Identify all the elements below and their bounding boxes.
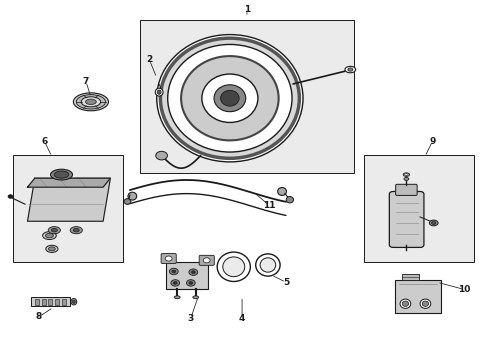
Text: 4: 4	[238, 314, 245, 323]
Circle shape	[156, 151, 167, 160]
Ellipse shape	[428, 220, 437, 226]
Text: 10: 10	[457, 285, 469, 294]
Bar	[62, 299, 66, 305]
Circle shape	[191, 271, 195, 274]
FancyBboxPatch shape	[140, 21, 353, 173]
Circle shape	[188, 282, 192, 284]
Ellipse shape	[124, 199, 131, 204]
Text: 7: 7	[82, 77, 89, 86]
Text: 5: 5	[282, 278, 288, 287]
Ellipse shape	[48, 247, 55, 251]
Circle shape	[188, 269, 197, 275]
Ellipse shape	[344, 66, 355, 73]
Ellipse shape	[277, 188, 286, 195]
Ellipse shape	[71, 298, 77, 305]
Ellipse shape	[76, 95, 105, 109]
Ellipse shape	[402, 301, 408, 306]
Text: 2: 2	[146, 55, 152, 64]
Ellipse shape	[347, 68, 352, 71]
Ellipse shape	[42, 231, 56, 239]
Circle shape	[171, 270, 175, 273]
Ellipse shape	[174, 296, 180, 299]
Ellipse shape	[45, 233, 53, 238]
Circle shape	[165, 256, 172, 261]
FancyBboxPatch shape	[401, 274, 418, 280]
Ellipse shape	[430, 221, 435, 224]
Circle shape	[203, 258, 210, 263]
Ellipse shape	[399, 299, 410, 309]
FancyBboxPatch shape	[394, 280, 440, 313]
Ellipse shape	[70, 226, 82, 234]
FancyBboxPatch shape	[395, 184, 416, 195]
Ellipse shape	[192, 296, 198, 299]
Ellipse shape	[404, 174, 407, 176]
Ellipse shape	[285, 197, 293, 203]
Text: 8: 8	[36, 312, 42, 321]
Ellipse shape	[260, 258, 275, 272]
Ellipse shape	[128, 192, 137, 200]
Ellipse shape	[181, 56, 278, 140]
Bar	[41, 299, 45, 305]
Ellipse shape	[157, 90, 161, 94]
Ellipse shape	[81, 97, 101, 107]
Ellipse shape	[419, 299, 430, 309]
Bar	[35, 299, 39, 305]
Ellipse shape	[48, 226, 61, 234]
Ellipse shape	[51, 228, 57, 232]
Text: 11: 11	[262, 201, 275, 210]
Ellipse shape	[155, 88, 163, 96]
Circle shape	[170, 280, 179, 286]
Text: 3: 3	[187, 314, 194, 323]
Polygon shape	[27, 178, 110, 221]
Ellipse shape	[167, 44, 291, 152]
Ellipse shape	[403, 173, 409, 176]
Ellipse shape	[403, 177, 408, 180]
FancyBboxPatch shape	[31, 297, 70, 306]
Ellipse shape	[255, 254, 280, 276]
Ellipse shape	[73, 93, 108, 111]
Ellipse shape	[46, 245, 58, 252]
Circle shape	[173, 282, 177, 284]
Circle shape	[169, 268, 178, 275]
Ellipse shape	[50, 169, 72, 180]
Bar	[55, 299, 59, 305]
Circle shape	[8, 195, 13, 198]
Text: 1: 1	[244, 5, 249, 14]
Text: 9: 9	[428, 137, 434, 146]
Ellipse shape	[54, 171, 69, 178]
Ellipse shape	[160, 38, 299, 158]
Ellipse shape	[202, 74, 257, 122]
Ellipse shape	[157, 35, 303, 162]
FancyBboxPatch shape	[199, 255, 214, 265]
Ellipse shape	[85, 99, 96, 104]
Text: 6: 6	[41, 137, 48, 146]
Polygon shape	[27, 178, 110, 187]
Circle shape	[186, 280, 195, 286]
Ellipse shape	[223, 257, 244, 276]
Ellipse shape	[220, 90, 239, 106]
Ellipse shape	[217, 252, 250, 282]
Ellipse shape	[72, 300, 75, 303]
FancyBboxPatch shape	[161, 253, 176, 264]
Ellipse shape	[421, 301, 427, 306]
FancyBboxPatch shape	[166, 262, 207, 289]
Ellipse shape	[73, 228, 79, 232]
FancyBboxPatch shape	[388, 192, 423, 247]
FancyBboxPatch shape	[13, 155, 122, 262]
Ellipse shape	[214, 85, 245, 112]
Bar	[48, 299, 52, 305]
FancyBboxPatch shape	[363, 155, 473, 262]
